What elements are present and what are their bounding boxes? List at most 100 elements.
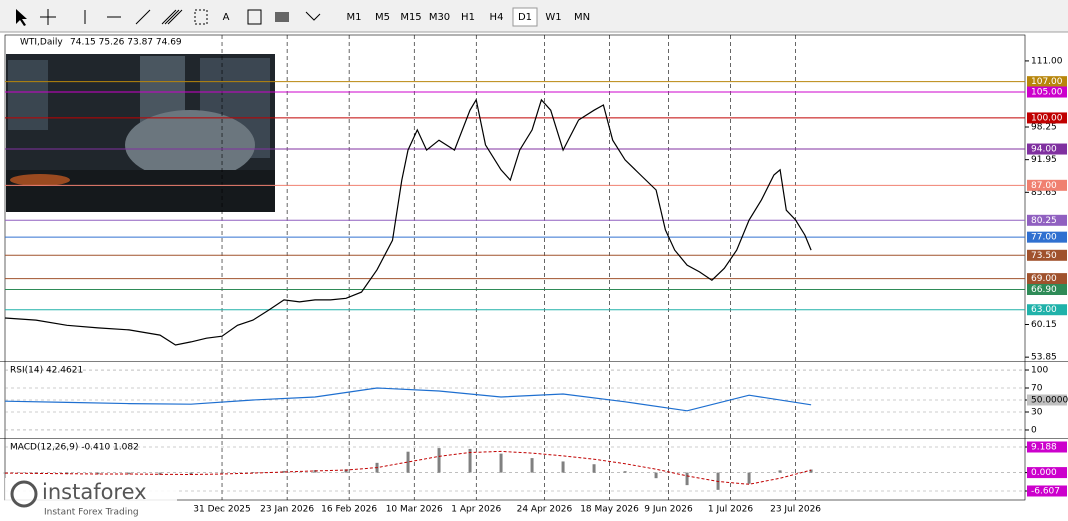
timeframe-button[interactable]: M30	[429, 12, 450, 23]
logo-tagline: Instant Forex Trading	[44, 508, 139, 518]
level-label-bg	[1027, 112, 1067, 124]
y-tick-highlight	[1027, 441, 1067, 453]
y-tick-label: 53.85	[1031, 353, 1057, 363]
macd-bar	[809, 469, 813, 473]
level-label-bg	[1027, 86, 1067, 98]
timeframe-button[interactable]: H4	[490, 12, 504, 23]
label-tool[interactable]	[247, 9, 262, 25]
timeframe-button[interactable]: MN	[574, 12, 590, 23]
macd-bar	[96, 472, 100, 475]
x-tick-label: 18 May 2026	[580, 505, 639, 515]
logo-name: instaforex	[42, 480, 147, 504]
y-tick-label: 30	[1031, 407, 1043, 417]
crosshair-tool[interactable]	[40, 9, 56, 25]
y-tick-label: 70	[1031, 384, 1043, 394]
y-tick-label: 85.65	[1031, 188, 1057, 198]
y-tick-label: 0	[1031, 425, 1037, 435]
level-label: 94.00	[1031, 145, 1057, 155]
level-label: 87.00	[1031, 181, 1057, 191]
level-label-bg	[1027, 231, 1067, 243]
y-tick-label: 91.95	[1031, 155, 1057, 165]
level-label-bg	[1027, 284, 1067, 296]
y-tick-label: 111.00	[1031, 56, 1063, 66]
level-label-bg	[1027, 249, 1067, 261]
trendline-tool[interactable]	[135, 9, 151, 25]
macd-bar	[747, 472, 751, 484]
level-label-bg	[1027, 273, 1067, 285]
level-label: 66.90	[1031, 285, 1057, 295]
timeframe-button[interactable]: M5	[375, 12, 390, 23]
x-tick-label: 23 Jan 2026	[260, 505, 314, 515]
barrel	[125, 110, 255, 180]
level-label: 73.50	[1031, 251, 1057, 261]
macd-bar	[592, 464, 596, 473]
timeframe-button[interactable]: H1	[461, 12, 475, 23]
panel-title: RSI(14) 42.4621	[10, 366, 83, 376]
level-label: 69.00	[1031, 274, 1057, 284]
oil-image	[6, 54, 275, 212]
x-tick-label: 31 Dec 2025	[193, 505, 251, 515]
macd-bar	[251, 472, 255, 473]
macd-bar	[344, 469, 348, 473]
level-label: 107.00	[1031, 77, 1063, 87]
y-tick-highlight	[1027, 394, 1067, 406]
arrow-tool[interactable]	[305, 11, 321, 21]
level-label: 105.00	[1031, 88, 1063, 98]
y-tick-label: 60.15	[1031, 320, 1057, 330]
logo-icon	[10, 480, 38, 508]
cursor-tool[interactable]	[16, 9, 27, 26]
level-label-bg	[1027, 143, 1067, 155]
x-tick-label: 23 Jul 2026	[770, 505, 821, 515]
timeframe-button[interactable]: M15	[400, 12, 421, 23]
x-tick-label: 10 Mar 2026	[386, 505, 443, 515]
macd-bar	[623, 471, 627, 473]
image-rust	[10, 174, 70, 186]
text-tool[interactable]: A	[223, 12, 230, 23]
macd-bar	[127, 472, 131, 475]
y-tick-label: 0.000	[1031, 468, 1057, 478]
macd-bar	[561, 461, 565, 473]
y-tick-label: 50.0000	[1031, 396, 1068, 406]
y-tick-label: 98.25	[1031, 123, 1057, 133]
level-label: 100.00	[1031, 113, 1063, 123]
timeframe-button[interactable]: W1	[545, 12, 561, 23]
macd-bar	[189, 472, 193, 475]
price-line	[4, 387, 812, 412]
macd-bar	[685, 472, 689, 486]
macd-bar	[499, 453, 503, 473]
x-tick-label: 16 Feb 2026	[321, 505, 377, 515]
level-label-bg	[1027, 76, 1067, 88]
macd-bar	[158, 472, 162, 475]
timeframe-button[interactable]: D1	[518, 12, 532, 23]
level-label-bg	[1027, 304, 1067, 316]
x-tick-label: 9 Jun 2026	[644, 505, 693, 515]
macd-bar	[468, 448, 472, 473]
fibo-tool[interactable]	[194, 9, 208, 25]
macd-bar	[406, 451, 410, 473]
channel-tool[interactable]	[161, 9, 183, 25]
chart-frame	[4, 34, 1026, 501]
shape-tool[interactable]	[275, 12, 289, 22]
macd-bar	[778, 470, 782, 473]
panel-subtitle: 74.15 75.26 73.87 74.69	[70, 38, 182, 48]
y-tick-highlight	[1027, 485, 1067, 497]
macd-bar	[220, 472, 224, 474]
x-tick-label: 24 Apr 2026	[517, 505, 573, 515]
y-tick-label: 100	[1031, 366, 1048, 376]
barrel	[8, 60, 48, 130]
level-label-bg	[1027, 179, 1067, 191]
level-label: 77.00	[1031, 233, 1057, 243]
timeframe-button[interactable]: M1	[347, 12, 362, 23]
level-label-bg	[1027, 214, 1067, 226]
y-tick-label: 9.188	[1031, 442, 1057, 452]
macd-bar	[530, 458, 534, 473]
y-tick-label: -6.607	[1031, 486, 1060, 496]
panel-title: MACD(12,26,9) -0.410 1.082	[10, 443, 139, 453]
macd-bar	[654, 472, 658, 479]
level-label: 63.00	[1031, 305, 1057, 315]
price-line	[4, 98, 812, 346]
macd-bar	[437, 448, 441, 473]
level-label: 80.25	[1031, 216, 1057, 226]
logo: instaforex Instant Forex Trading	[5, 478, 177, 520]
